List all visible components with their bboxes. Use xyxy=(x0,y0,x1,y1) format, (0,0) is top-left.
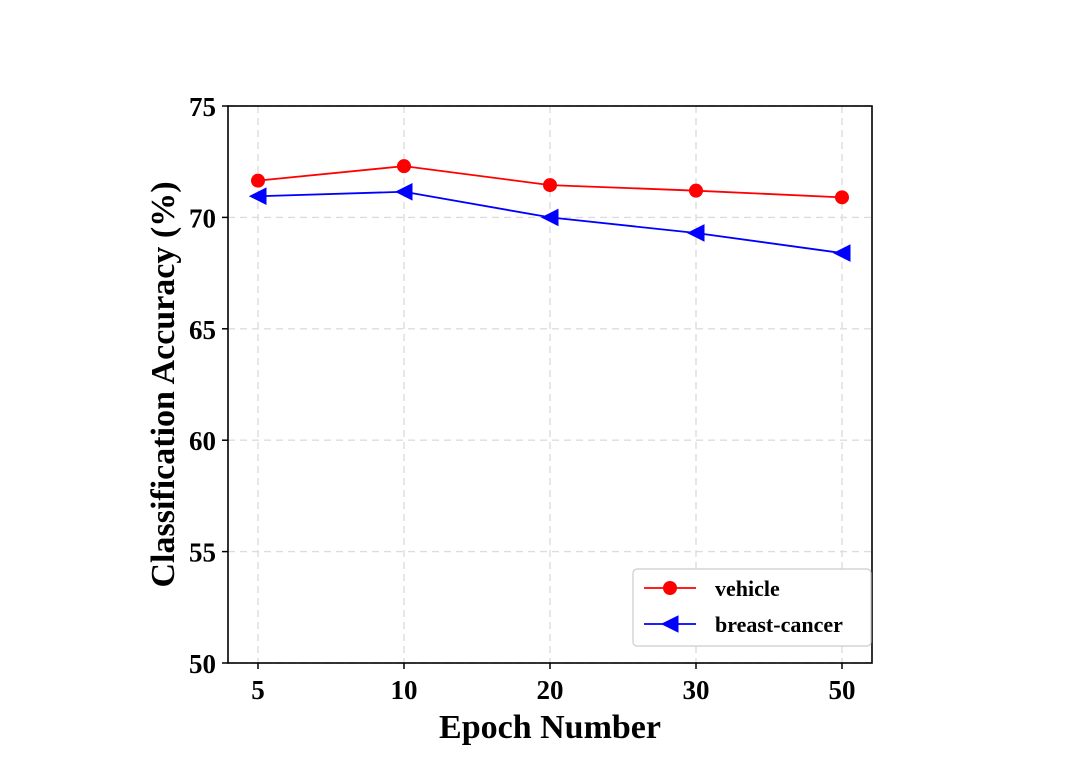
data-point xyxy=(835,190,849,205)
y-tick-label: 75 xyxy=(189,92,216,122)
y-axis-ticks: 50 55 60 65 70 75 xyxy=(189,92,228,679)
legend-marker xyxy=(660,615,679,633)
data-point xyxy=(686,224,705,242)
x-tick-label: 10 xyxy=(391,675,418,705)
data-point xyxy=(248,187,267,206)
legend-item: vehicle xyxy=(644,576,780,601)
y-axis-title: Classification Accuracy (%) xyxy=(145,181,182,587)
y-tick-label: 60 xyxy=(189,426,216,456)
data-point xyxy=(543,178,557,193)
data-point xyxy=(394,182,413,201)
series-layer xyxy=(248,159,851,262)
data-point xyxy=(251,173,265,188)
x-axis-ticks: 5 10 20 30 50 xyxy=(251,663,856,705)
legend-label: breast-cancer xyxy=(715,612,843,637)
series-breast-cancer xyxy=(248,182,851,262)
x-tick-label: 5 xyxy=(251,675,265,705)
x-axis-title: Epoch Number xyxy=(439,709,661,746)
grid xyxy=(228,105,872,664)
y-tick-label: 50 xyxy=(189,649,216,679)
x-tick-label: 20 xyxy=(537,675,564,705)
data-point xyxy=(832,244,851,262)
legend-label: vehicle xyxy=(715,576,780,601)
series-vehicle xyxy=(251,159,849,205)
data-point xyxy=(689,183,703,198)
legend-item: breast-cancer xyxy=(644,612,843,637)
x-tick-label: 50 xyxy=(829,675,856,705)
y-tick-label: 65 xyxy=(189,315,216,345)
y-tick-label: 70 xyxy=(189,203,216,233)
y-tick-label: 55 xyxy=(189,538,216,568)
legend-marker xyxy=(663,581,677,595)
legend: vehicle breast-cancer xyxy=(632,568,872,647)
data-point xyxy=(540,208,559,227)
data-point xyxy=(397,159,411,174)
x-tick-label: 30 xyxy=(683,675,710,705)
